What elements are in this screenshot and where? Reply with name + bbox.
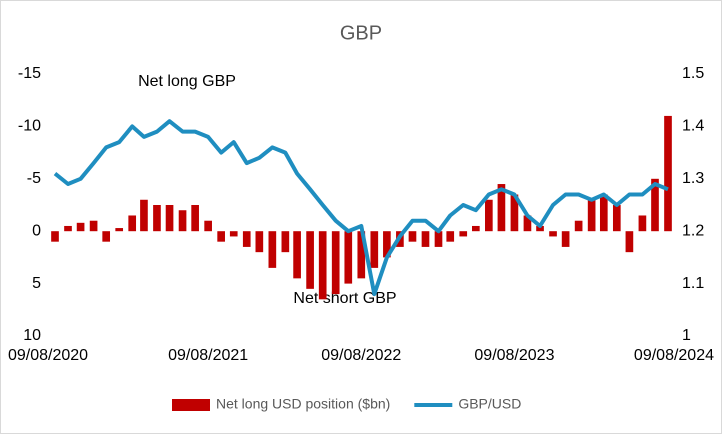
bar <box>306 231 314 289</box>
bar <box>64 225 72 232</box>
bar <box>561 231 570 247</box>
bar <box>242 231 251 247</box>
bar <box>293 231 301 279</box>
legend-label: GBP/USD <box>458 396 521 412</box>
x-tick-label: 09/08/2024 <box>634 347 714 364</box>
bar <box>497 184 506 232</box>
x-tick-label: 09/08/2022 <box>321 347 401 364</box>
bar <box>357 231 366 279</box>
bar <box>217 231 225 242</box>
bar <box>485 199 493 232</box>
y2-tick-label: 1 <box>682 327 691 344</box>
annotation: Net short GBP <box>293 290 396 307</box>
line <box>53 119 669 297</box>
bar <box>102 231 111 242</box>
bar <box>331 231 340 295</box>
legend-swatch <box>172 399 210 411</box>
bar <box>268 231 277 268</box>
bar <box>434 231 443 247</box>
y2-tick-label: 1.4 <box>682 118 704 135</box>
x-tick-label: 09/08/2020 <box>8 347 88 364</box>
y-tick-label: -5 <box>27 170 41 187</box>
bar <box>612 205 621 232</box>
bar <box>523 215 532 232</box>
bar <box>459 231 468 237</box>
bar <box>664 115 672 232</box>
bar <box>204 220 212 232</box>
bar <box>446 231 455 242</box>
bar <box>51 231 59 242</box>
y2-tick-label: 1.5 <box>682 65 704 82</box>
y2-tick-label: 1.1 <box>682 275 704 292</box>
y-tick-label: -15 <box>18 65 41 82</box>
bar <box>165 205 174 232</box>
y2-tick-label: 1.2 <box>682 222 704 239</box>
x-tick-label: 09/08/2021 <box>168 347 248 364</box>
bar <box>421 231 430 247</box>
bar <box>115 228 124 232</box>
bar <box>281 231 290 253</box>
bar <box>574 220 583 232</box>
bar <box>178 210 187 232</box>
y-tick-label: 10 <box>23 327 41 344</box>
chart-title: GBP <box>340 22 382 44</box>
annotation: Net long GBP <box>138 73 236 90</box>
bar <box>318 231 327 300</box>
bar <box>599 194 608 232</box>
y-tick-label: -10 <box>18 118 41 135</box>
bar <box>625 231 634 253</box>
bar <box>383 231 391 258</box>
bar <box>89 220 98 232</box>
bar <box>510 194 519 232</box>
bar <box>76 222 85 232</box>
legend-label: Net long USD position ($bn) <box>216 396 390 412</box>
bar <box>344 231 353 284</box>
bar <box>140 199 148 232</box>
bar <box>408 231 417 242</box>
bar <box>255 231 264 253</box>
y-tick-label: 0 <box>32 222 41 239</box>
y-tick-label: 5 <box>32 275 41 292</box>
bar <box>587 199 596 232</box>
x-tick-label: 09/08/2023 <box>474 347 554 364</box>
bar <box>651 178 659 232</box>
bar <box>638 215 647 232</box>
bar <box>191 205 199 232</box>
bar <box>549 231 557 237</box>
bar <box>128 215 137 232</box>
bar <box>153 205 161 232</box>
bar <box>229 231 238 237</box>
y2-tick-label: 1.3 <box>682 170 704 187</box>
bar <box>472 225 480 232</box>
bar <box>370 231 379 268</box>
bar <box>536 225 544 232</box>
